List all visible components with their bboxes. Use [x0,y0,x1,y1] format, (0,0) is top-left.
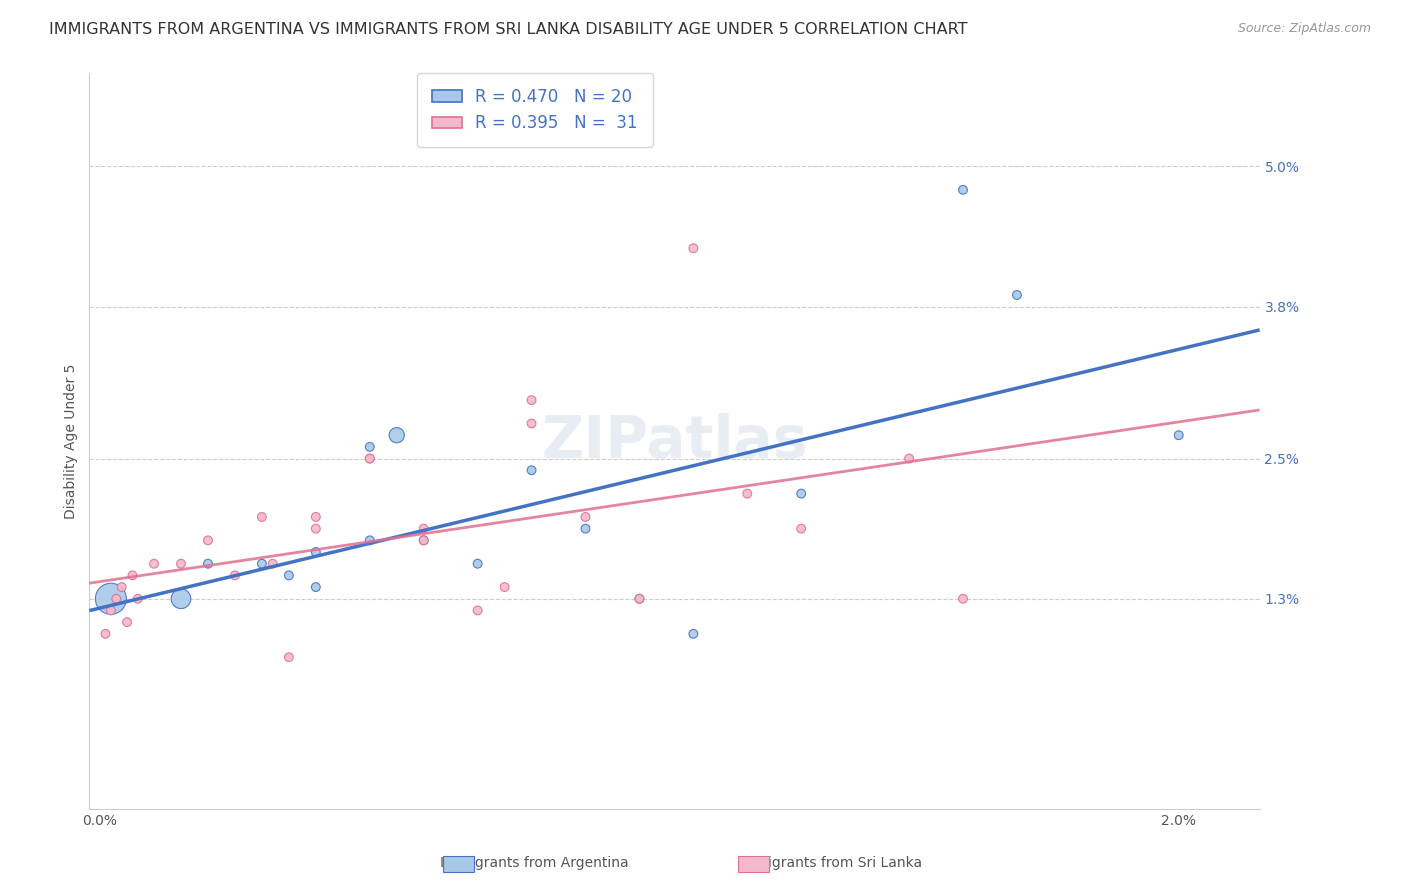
Point [224,568,246,582]
Point [305,580,328,594]
Point [898,451,921,466]
Point [127,591,149,606]
Point [359,451,381,466]
Y-axis label: Disability Age Under 5: Disability Age Under 5 [65,363,79,519]
Point [385,428,408,442]
Point [277,568,299,582]
Point [111,580,134,594]
Point [682,627,704,641]
Point [628,591,651,606]
Point [94,627,117,641]
Point [1167,428,1189,442]
Point [628,591,651,606]
Point [105,591,128,606]
Point [250,557,273,571]
Point [735,486,758,500]
Point [359,440,381,454]
Text: IMMIGRANTS FROM ARGENTINA VS IMMIGRANTS FROM SRI LANKA DISABILITY AGE UNDER 5 CO: IMMIGRANTS FROM ARGENTINA VS IMMIGRANTS … [49,22,967,37]
Point [790,486,813,500]
Point [574,522,596,536]
Point [790,522,813,536]
Text: Immigrants from Sri Lanka: Immigrants from Sri Lanka [737,855,922,870]
Legend: R = 0.470   N = 20, R = 0.395   N =  31: R = 0.470 N = 20, R = 0.395 N = 31 [418,73,652,147]
Point [952,183,974,197]
Point [412,533,434,548]
Point [100,591,122,606]
Point [170,557,193,571]
Point [305,522,328,536]
Point [520,463,543,477]
Point [467,557,489,571]
Point [121,568,143,582]
Point [277,650,299,665]
Point [412,533,434,548]
Point [494,580,516,594]
Point [467,603,489,617]
Point [520,417,543,431]
Point [250,510,273,524]
Point [359,533,381,548]
Point [100,603,122,617]
Point [952,591,974,606]
Point [143,557,166,571]
Point [197,533,219,548]
Point [1005,288,1028,302]
Point [682,241,704,255]
Point [305,545,328,559]
Point [359,451,381,466]
Text: ZIPatlas: ZIPatlas [541,412,808,469]
Text: Immigrants from Argentina: Immigrants from Argentina [440,855,628,870]
Point [115,615,138,629]
Point [262,557,284,571]
Point [170,591,193,606]
Point [520,393,543,408]
Point [412,522,434,536]
Text: Source: ZipAtlas.com: Source: ZipAtlas.com [1237,22,1371,36]
Point [197,557,219,571]
Point [574,510,596,524]
Point [305,510,328,524]
